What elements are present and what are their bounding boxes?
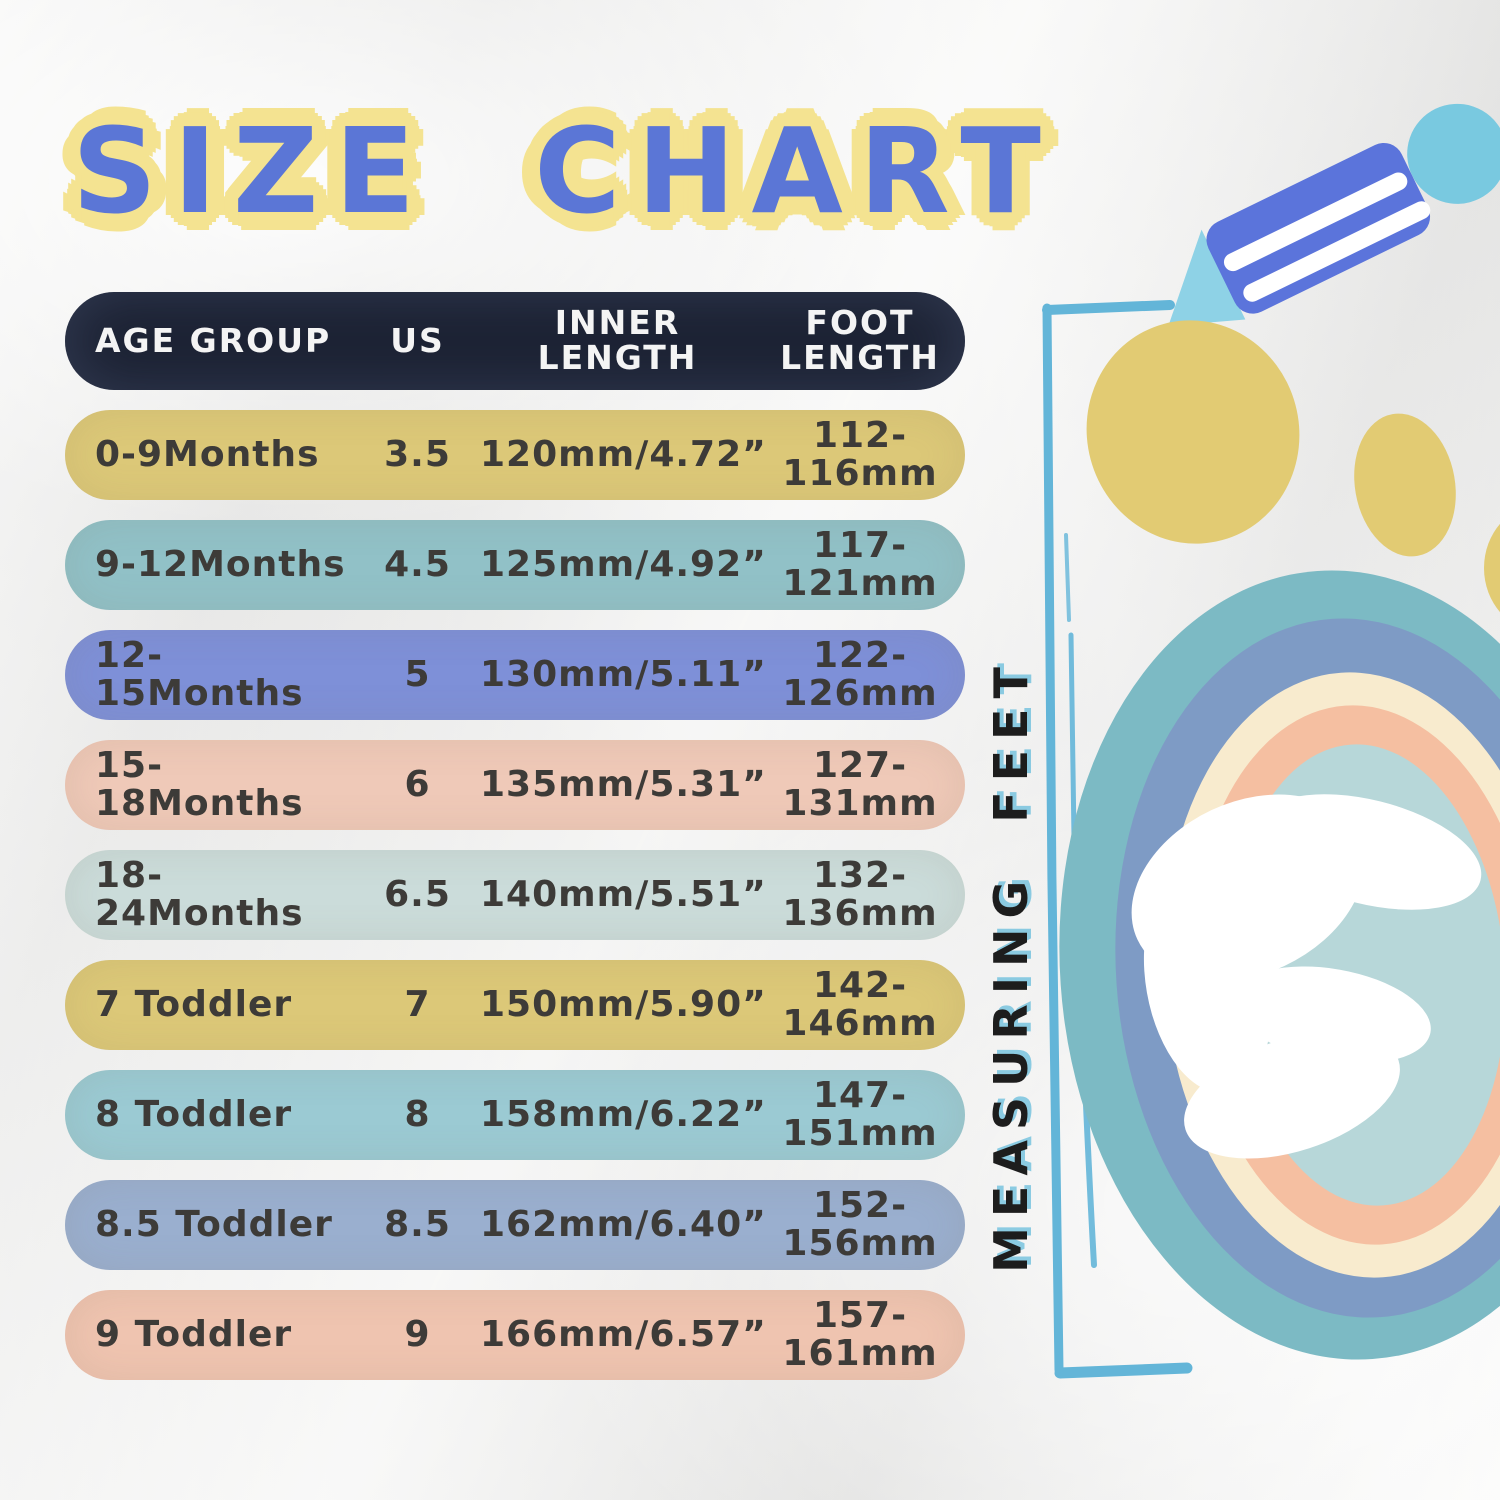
us-size-cell: 6.5 [384,874,451,916]
table-row: 15-18Months 6 135mm/5.31” 127-131mm [65,740,965,830]
foot-length-cell: 117-121mm [782,525,938,604]
header-age-group: AGE GROUP [95,320,332,360]
age-group-cell: 9 Toddler [95,1314,293,1356]
age-group-cell: 18-24Months [95,855,304,934]
table-row: 8 Toddler 8 158mm/6.22” 147-151mm [65,1070,965,1160]
age-group-cell: 7 Toddler [95,984,293,1026]
us-size-cell: 8.5 [384,1204,451,1246]
inner-length-cell: 135mm/5.31” [480,764,767,806]
age-group-cell: 8 Toddler [95,1094,293,1136]
header-us: US [390,320,445,360]
table-row: 9-12Months 4.5 125mm/4.92” 117-121mm [65,520,965,610]
foot-length-cell: 112-116mm [782,415,938,494]
table-row: 18-24Months 6.5 140mm/5.51” 132-136mm [65,850,965,940]
foot-length-cell: 142-146mm [782,965,938,1044]
inner-length-cell: 120mm/4.72” [480,434,767,476]
foot-length-cell: 122-126mm [782,635,938,714]
foot-pad-swirl [1131,794,1482,1159]
pencil-icon [1168,103,1500,326]
header-foot-length-label: FOOT LENGTH [780,303,940,377]
age-group-cell: 12-15Months [95,635,304,714]
us-size-cell: 5 [404,654,431,696]
us-size-cell: 7 [404,984,431,1026]
table-row: 0-9Months 3.5 120mm/4.72” 112-116mm [65,410,965,500]
us-size-cell: 9 [404,1314,431,1356]
foot-toes [1086,320,1500,613]
age-group-cell: 15-18Months [95,745,304,824]
age-group-cell: 0-9Months [95,434,320,476]
table-row: 12-15Months 5 130mm/5.11” 122-126mm [65,630,965,720]
table-header-row: AGE GROUP US INNER LENGTH FOOT LENGTH [65,292,965,390]
foot-length-cell: 132-136mm [782,855,938,934]
us-size-cell: 3.5 [384,434,451,476]
table-row: 8.5 Toddler 8.5 162mm/6.40” 152-156mm [65,1180,965,1270]
inner-length-cell: 150mm/5.90” [480,984,767,1026]
inner-length-cell: 166mm/6.57” [480,1314,767,1356]
header-foot-length: FOOT LENGTH [755,303,965,377]
inner-length-cell: 140mm/5.51” [480,874,767,916]
size-chart-table: AGE GROUP US INNER LENGTH FOOT LENGTH 0-… [65,292,965,1380]
inner-length-cell: 158mm/6.22” [480,1094,767,1136]
us-size-cell: 6 [404,764,431,806]
inner-length-cell: 162mm/6.40” [480,1204,767,1246]
us-size-cell: 4.5 [384,544,451,586]
foot-length-cell: 157-161mm [782,1295,938,1374]
foot-length-cell: 147-151mm [782,1075,938,1154]
header-inner-length-label: INNER LENGTH [537,303,698,377]
table-row: 9 Toddler 9 166mm/6.57” 157-161mm [65,1290,965,1380]
page-title: SIZE CHART [72,102,1057,240]
age-group-cell: 8.5 Toddler [95,1204,333,1246]
us-size-cell: 8 [404,1094,431,1136]
inner-length-cell: 125mm/4.92” [480,544,767,586]
age-group-cell: 9-12Months [95,544,346,586]
foot-length-cell: 152-156mm [782,1185,938,1264]
header-inner-length: INNER LENGTH [480,303,755,377]
foot-measuring-illustration [1042,103,1500,1379]
foot-length-cell: 127-131mm [782,745,938,824]
inner-length-cell: 130mm/5.11” [480,654,767,696]
table-row: 7 Toddler 7 150mm/5.90” 142-146mm [65,960,965,1050]
